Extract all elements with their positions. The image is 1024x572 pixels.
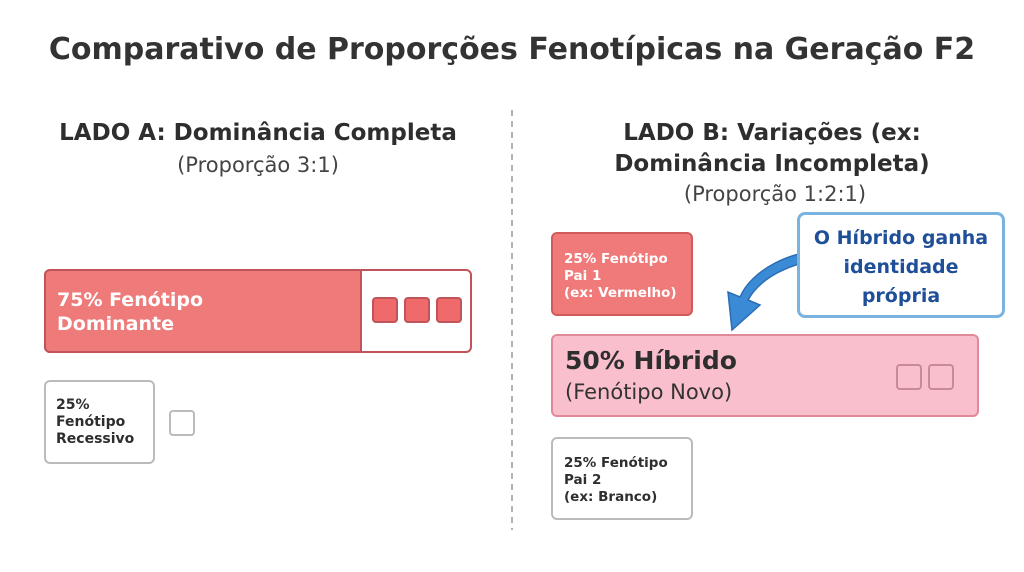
square <box>404 297 430 323</box>
label-line: 75% Fenótipo <box>57 289 204 311</box>
parent1-box <box>551 232 693 316</box>
subheading: (Proporção 3:1) <box>177 153 339 177</box>
recessive-box <box>44 380 155 464</box>
dominant-label: 75% Fenótipo Dominante <box>57 288 203 336</box>
square <box>169 410 195 436</box>
parent2-box <box>551 437 693 520</box>
label-line: Fenótipo <box>56 414 126 430</box>
heading: LADO B: Variações (ex: Dominância Incomp… <box>614 118 929 180</box>
dominant-fill <box>44 269 362 353</box>
recessive-label: 25% Fenótipo Recessivo <box>56 397 134 448</box>
label-line: Dominante <box>57 313 174 335</box>
heading-line: Dominância Incompleta) <box>614 151 930 177</box>
label-line: (ex: Vermelho) <box>564 285 677 301</box>
label-line: Recessivo <box>56 431 135 447</box>
callout-line: própria <box>861 285 941 307</box>
square <box>928 364 954 390</box>
heading-line: LADO B: Variações (ex: <box>623 120 921 146</box>
hybrid-title: 50% Híbrido <box>565 346 737 375</box>
label-line: (ex: Branco) <box>564 489 658 505</box>
label-line: Pai 1 <box>564 268 602 284</box>
square <box>436 297 462 323</box>
square <box>896 364 922 390</box>
hybrid-box <box>551 334 979 417</box>
callout-line: identidade <box>843 256 959 278</box>
label-line: 25% Fenótipo <box>564 251 668 267</box>
subheading: (Proporção 1:2:1) <box>683 182 867 206</box>
label-line: Pai 2 <box>564 472 602 488</box>
title: Comparativo de Proporções Fenotípicas na… <box>48 32 976 67</box>
square <box>372 297 398 323</box>
callout-box <box>797 212 1005 318</box>
parent1-label: 25% Fenótipo Pai 1 (ex: Vermelho) <box>564 251 677 302</box>
label-line: 25% <box>56 397 90 413</box>
heading: LADO A: Dominância Completa <box>59 120 457 146</box>
callout: O Híbrido ganha identidade própria <box>814 224 988 311</box>
parent2-label: 25% Fenótipo Pai 2 (ex: Branco) <box>564 455 668 506</box>
hybrid-subtitle: (Fenótipo Novo) <box>565 380 733 404</box>
callout-line: O Híbrido ganha <box>813 227 989 249</box>
label-line: 25% Fenótipo <box>564 455 668 471</box>
